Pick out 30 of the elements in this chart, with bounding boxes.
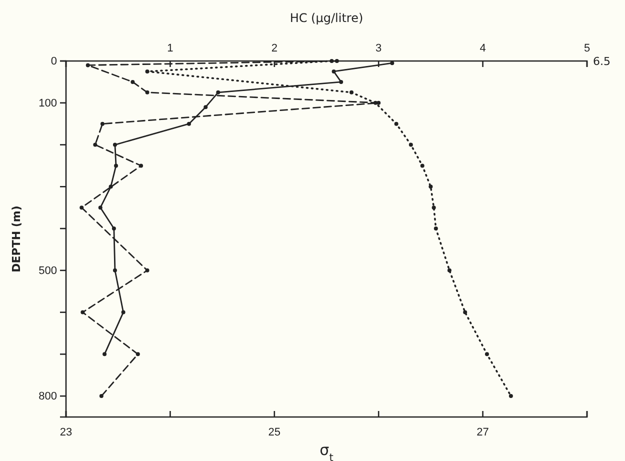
- point: [447, 268, 452, 272]
- x2-tick-label: 4: [480, 42, 486, 54]
- text: 6.5: [593, 55, 610, 68]
- point: [350, 90, 354, 94]
- point: [434, 226, 438, 231]
- x2-tick-label: 2: [271, 42, 278, 54]
- y-tick-label: 0: [50, 56, 57, 68]
- y-tick-label: 100: [38, 97, 57, 110]
- point: [484, 352, 489, 356]
- x-tick-label: 25: [268, 426, 281, 438]
- x2-axis-title: HC (µg/litre): [290, 11, 364, 25]
- y-tick-label: 500: [38, 264, 57, 277]
- point: [408, 142, 413, 147]
- x2-tick-label: 1: [167, 42, 174, 54]
- point: [463, 310, 468, 314]
- point: [420, 164, 424, 168]
- point: [428, 184, 433, 189]
- point: [330, 59, 334, 63]
- point: [373, 100, 378, 105]
- point: [145, 69, 150, 74]
- x-axis-title: σ$_{t}$: [320, 441, 334, 461]
- y-tick-label: 800: [38, 390, 57, 403]
- y-axis-title: DEPTH (m): [10, 206, 23, 272]
- point: [508, 394, 513, 398]
- x-tick-label: 27: [476, 426, 489, 438]
- x-tick-label: 23: [60, 426, 72, 438]
- point: [432, 206, 436, 210]
- point: [394, 122, 398, 126]
- x2-tick-label: 5: [584, 42, 590, 54]
- x2-tick-label: 3: [376, 42, 382, 54]
